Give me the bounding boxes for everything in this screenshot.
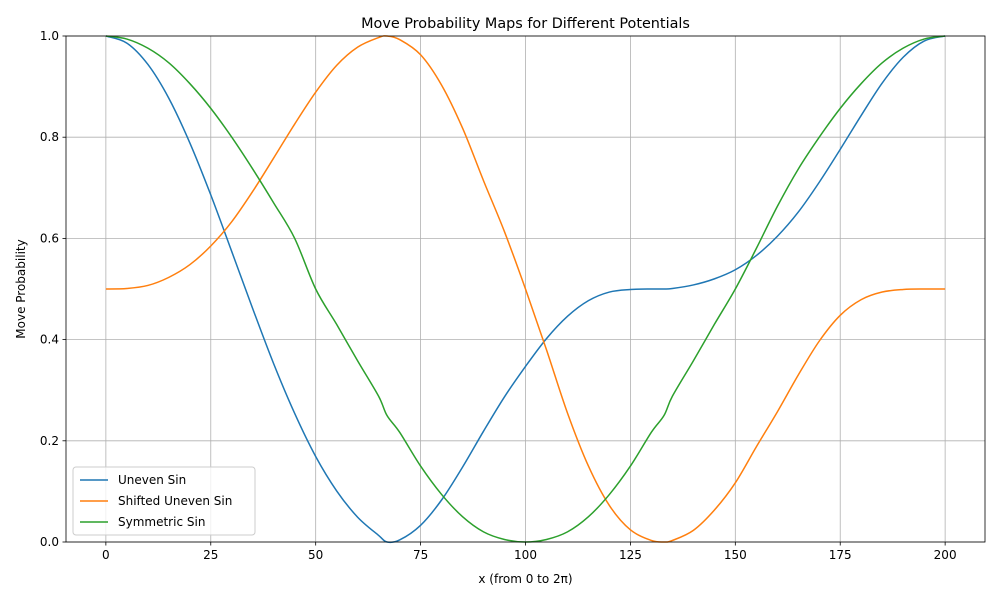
x-axis-label: x (from 0 to 2π) xyxy=(478,572,572,586)
chart-title: Move Probability Maps for Different Pote… xyxy=(361,16,690,32)
x-tick-label: 100 xyxy=(514,548,537,562)
x-tick-label: 75 xyxy=(413,548,428,562)
y-tick-label: 0.0 xyxy=(40,535,59,549)
y-axis-ticks: 0.0 0.2 0.4 0.6 0.8 1.0 xyxy=(40,29,66,549)
y-axis-label: Move Probability xyxy=(14,239,28,338)
legend-label: Uneven Sin xyxy=(118,473,186,487)
y-tick-label: 0.4 xyxy=(40,333,59,347)
legend-box xyxy=(72,466,256,536)
y-tick-label: 0.2 xyxy=(40,434,59,448)
series-line-1 xyxy=(105,35,946,544)
y-tick-label: 0.6 xyxy=(40,231,59,245)
legend-label: Symmetric Sin xyxy=(118,515,205,529)
legend: Uneven Sin Shifted Uneven Sin Symmetric Si… xyxy=(72,466,256,536)
y-tick-label: 1.0 xyxy=(40,29,59,43)
x-axis-ticks: 0 25 50 75 100 125 150 175 200 xyxy=(102,542,957,562)
x-tick-label: 175 xyxy=(829,548,852,562)
x-tick-label: 200 xyxy=(934,548,957,562)
legend-label: Shifted Uneven Sin xyxy=(118,494,232,508)
x-tick-label: 0 xyxy=(102,548,110,562)
series-line-2 xyxy=(105,35,946,543)
x-tick-label: 25 xyxy=(203,548,218,562)
y-tick-label: 0.8 xyxy=(40,130,59,144)
x-tick-label: 50 xyxy=(308,548,323,562)
x-tick-label: 125 xyxy=(619,548,642,562)
x-tick-label: 150 xyxy=(724,548,747,562)
